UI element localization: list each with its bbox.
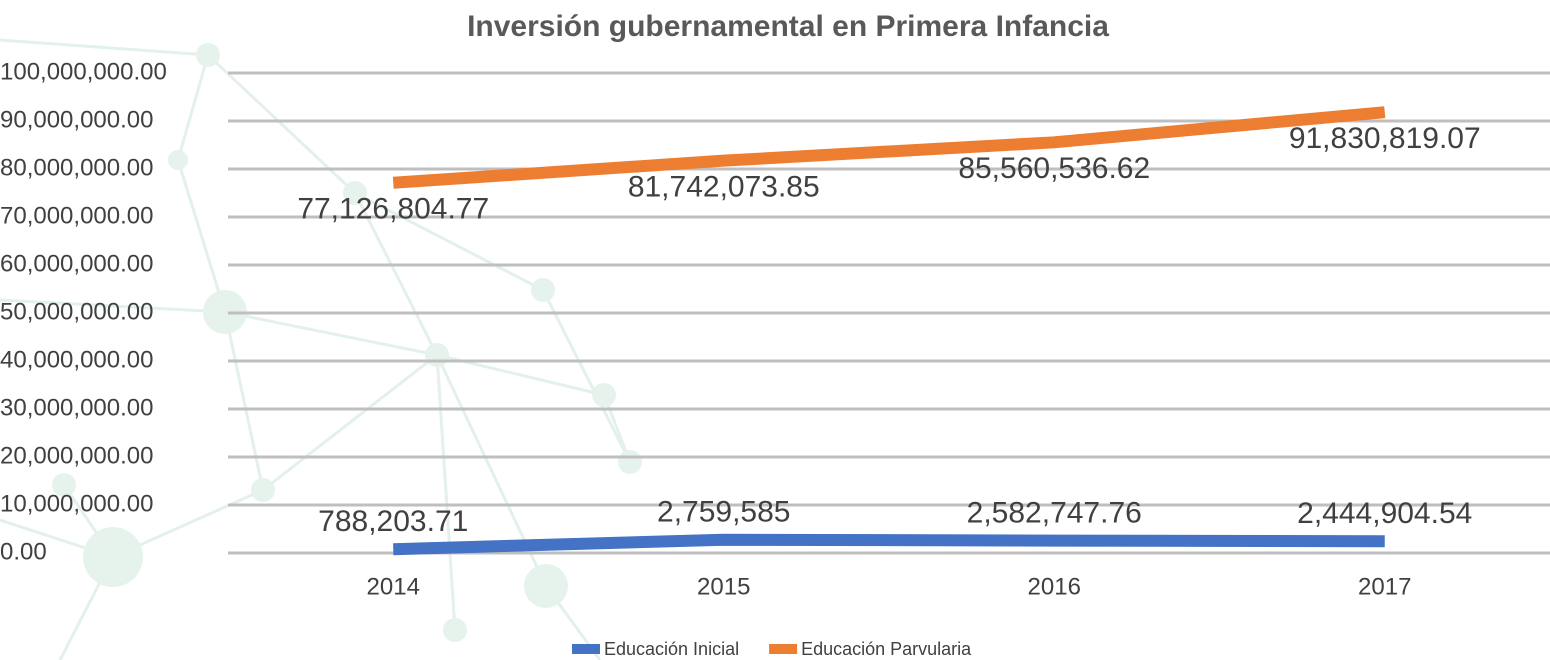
y-tick-label: 80,000,000.00 [0,154,153,181]
y-tick-label: 20,000,000.00 [0,442,153,469]
y-tick-label: 50,000,000.00 [0,298,153,325]
legend-label: Educación Inicial [604,639,739,659]
data-label: 788,203.71 [318,505,468,538]
data-label: 2,759,585 [657,496,790,529]
x-tick-label: 2014 [367,573,420,600]
x-tick-label: 2016 [1028,573,1081,600]
data-label: 81,742,073.85 [628,171,820,204]
legend-swatch [572,644,600,654]
data-label: 91,830,819.07 [1289,122,1481,155]
y-tick-label: 30,000,000.00 [0,394,153,421]
y-tick-label: 70,000,000.00 [0,202,153,229]
series-line [392,106,1386,189]
y-tick-label: 90,000,000.00 [0,106,153,133]
chart-title: Inversión gubernamental en Primera Infan… [467,10,1109,43]
y-tick-label: 40,000,000.00 [0,346,153,373]
series-line [393,533,1385,556]
legend-swatch [769,644,798,654]
data-label: 85,560,536.62 [958,152,1150,185]
legend-label: Educación Parvularia [801,639,972,659]
data-label: 77,126,804.77 [297,193,489,226]
y-tick-label: 0.00 [0,538,47,565]
y-tick-label: 10,000,000.00 [0,490,153,517]
x-tick-label: 2015 [697,573,750,600]
y-tick-label: 60,000,000.00 [0,250,153,277]
x-tick-label: 2017 [1358,573,1411,600]
data-label: 2,582,747.76 [967,497,1142,530]
y-tick-label: 100,000,000.00 [0,58,167,85]
data-label: 2,444,904.54 [1297,497,1472,530]
